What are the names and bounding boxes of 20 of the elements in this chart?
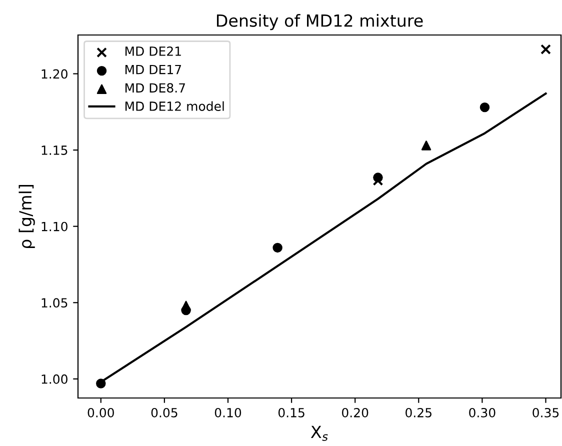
legend-label: MD DE8.7 [125,83,185,93]
x-tick-label: 0.00 [88,408,114,418]
x-tick-label: 0.25 [406,408,432,418]
x-tick-label: 0.30 [469,408,496,418]
legend-label: MD DE21 [125,46,181,56]
x-axis-title: X$_{s}$ [310,426,328,441]
x-tick-label: 0.20 [342,408,368,418]
legend-label: MD DE17 [125,64,181,74]
x-tick-label: 0.05 [151,408,178,418]
x-tick-label: 0.10 [214,408,242,418]
chart-title: Density of MD12 mixture [216,14,423,30]
y-tick-label: 1.10 [42,222,68,232]
y-tick-label: 1.00 [42,374,68,384]
y-tick-label: 1.20 [42,69,68,79]
y-tick-label: 1.05 [42,298,68,308]
y-tick-label: 1.15 [42,146,68,155]
y-axis-title: ρ [g/ml] [18,184,35,248]
x-tick-label: 0.15 [278,408,304,418]
legend-label: MD DE12 model [125,101,224,111]
x-tick-label: 0.35 [532,408,559,418]
